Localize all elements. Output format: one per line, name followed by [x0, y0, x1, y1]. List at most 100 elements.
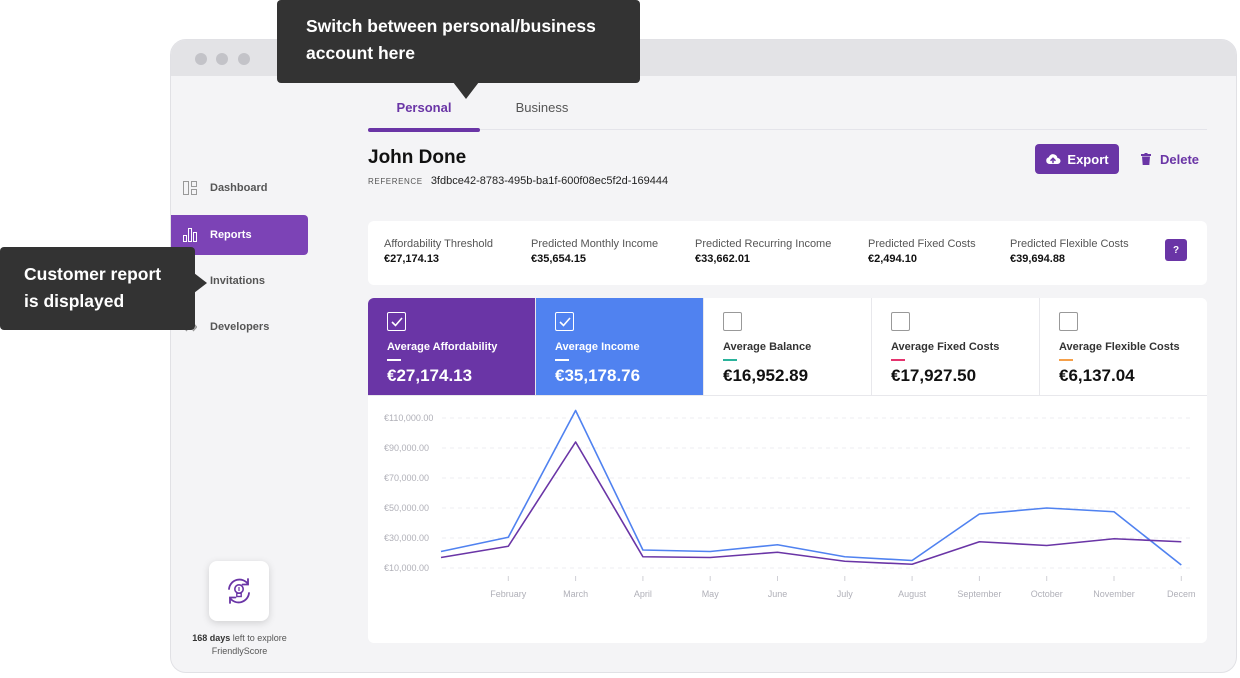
reference-value: 3fdbce42-8783-495b-ba1f-600f08ec5f2d-169… — [430, 175, 669, 187]
checkmark-icon — [558, 316, 571, 327]
stat-label: Predicted Recurring Income — [695, 238, 832, 250]
stat-value: €2,494.10 — [868, 253, 917, 265]
stat-predicted-fixed-costs: Predicted Fixed Costs €2,494.10 — [868, 238, 976, 265]
metric-average-flexible-costs[interactable]: Average Flexible Costs €6,137.04 — [1040, 298, 1207, 396]
window-control-dot[interactable] — [216, 53, 228, 65]
metric-average-fixed-costs[interactable]: Average Fixed Costs €17,927.50 — [872, 298, 1040, 396]
delete-label: Delete — [1160, 151, 1200, 167]
stat-value: €27,174.13 — [384, 253, 440, 265]
stat-value: €33,662.01 — [695, 253, 751, 265]
stat-label: Predicted Monthly Income — [531, 238, 659, 250]
window-control-dot[interactable] — [238, 53, 250, 65]
metric-color-line — [723, 359, 737, 361]
x-tick-label: Decem — [1167, 589, 1196, 599]
tab-personal[interactable]: Personal — [368, 84, 480, 132]
y-tick-label: €50,000.00 — [384, 503, 429, 513]
trial-product-name: FriendlyScore — [211, 646, 268, 656]
metric-checkbox[interactable] — [891, 312, 910, 331]
stat-label: Affordability Threshold — [384, 238, 494, 250]
metric-checkbox[interactable] — [555, 312, 574, 331]
stat-affordability-threshold: Affordability Threshold €27,174.13 — [384, 238, 493, 265]
x-tick-label: July — [837, 589, 854, 599]
lightbulb-refresh-icon — [228, 578, 250, 604]
bar-chart-icon — [183, 228, 197, 242]
metric-value: €27,174.13 — [387, 366, 473, 385]
metric-color-line — [891, 359, 905, 361]
metric-label: Average Income — [555, 341, 640, 353]
x-tick-label: November — [1093, 589, 1135, 599]
sidebar-item-label: Reports — [210, 229, 252, 241]
metric-checkbox[interactable] — [723, 312, 742, 331]
metric-value: €16,952.89 — [723, 366, 809, 385]
stat-label: Predicted Fixed Costs — [868, 238, 976, 250]
metric-label: Average Affordability — [387, 341, 498, 353]
tooltip-text: Switch between personal/business — [306, 16, 596, 36]
x-tick-label: June — [768, 589, 788, 599]
stat-value: €35,654.15 — [531, 253, 587, 265]
tooltip-text: Customer report — [24, 264, 162, 284]
tab-business[interactable]: Business — [515, 100, 569, 115]
sidebar-item-label: Dashboard — [210, 182, 268, 194]
trial-days-message: 168 days left to explore FriendlyScore — [171, 632, 308, 658]
sidebar-item-dashboard[interactable]: Dashboard — [171, 168, 308, 208]
reference-row: REFERENCE 3fdbce42-8783-495b-ba1f-600f08… — [368, 175, 668, 187]
tooltip-text: account here — [306, 43, 415, 63]
stat-predicted-recurring-income: Predicted Recurring Income €33,662.01 — [695, 238, 831, 265]
metric-value: €35,178.76 — [555, 366, 641, 385]
predictions-summary-card: Affordability Threshold €27,174.13 Predi… — [368, 221, 1207, 285]
metric-checkbox[interactable] — [387, 312, 406, 331]
y-tick-label: €110,000.00 — [384, 413, 433, 423]
metric-average-income[interactable]: Average Income €35,178.76 — [536, 298, 704, 396]
reference-label: REFERENCE — [368, 177, 423, 186]
line-chart: €110,000.00 €90,000.00 €70,000.00 €50,000.0… — [384, 409, 1196, 599]
metric-color-line — [1059, 359, 1073, 361]
x-tick-label: October — [1031, 589, 1063, 599]
metric-color-line — [555, 359, 569, 361]
metric-label: Average Flexible Costs — [1059, 341, 1180, 353]
metric-value: €17,927.50 — [891, 366, 977, 385]
checkmark-icon — [390, 316, 403, 327]
app-window: Personal Business John Done REFERENCE 3f… — [170, 39, 1237, 673]
metric-label: Average Balance — [723, 341, 812, 353]
stat-label: Predicted Flexible Costs — [1010, 238, 1129, 250]
customer-name: John Done — [368, 147, 467, 168]
metric-average-affordability[interactable]: Average Affordability €27,174.13 — [368, 298, 536, 396]
x-tick-label: August — [898, 589, 927, 599]
x-tick-label: April — [634, 589, 652, 599]
promo-box[interactable] — [209, 561, 269, 621]
export-label: Export — [1067, 151, 1109, 167]
tooltip-switch-account: Switch between personal/business account… — [277, 0, 640, 83]
x-tick-label: February — [490, 589, 527, 599]
y-tick-label: €10,000.00 — [384, 563, 429, 573]
x-tick-label: March — [563, 589, 588, 599]
tooltip-customer-report: Customer report is displayed — [0, 247, 195, 330]
account-type-tabs: Personal Business — [368, 84, 1207, 132]
chart-card: Average Affordability €27,174.13 Average… — [368, 298, 1207, 643]
trial-days-count: 168 days — [192, 633, 231, 643]
tooltip-arrow — [194, 273, 207, 293]
metric-average-balance[interactable]: Average Balance €16,952.89 — [704, 298, 872, 396]
trial-days-text: left to explore — [232, 633, 287, 643]
series-line — [440, 409, 1182, 566]
dashboard-icon — [183, 181, 197, 195]
tooltip-arrow — [453, 82, 479, 99]
metric-color-line — [387, 359, 401, 361]
stat-predicted-flexible-costs: Predicted Flexible Costs €39,694.88 — [1010, 238, 1129, 265]
metric-checkbox[interactable] — [1059, 312, 1078, 331]
series-line — [440, 441, 1182, 566]
y-tick-label: €30,000.00 — [384, 533, 429, 543]
metric-value: €6,137.04 — [1059, 366, 1135, 385]
stat-predicted-monthly-income: Predicted Monthly Income €35,654.15 — [531, 238, 658, 265]
x-tick-label: September — [957, 589, 1001, 599]
help-button[interactable]: ? — [1165, 239, 1187, 261]
cloud-upload-icon — [1046, 154, 1061, 164]
delete-button[interactable]: Delete — [1141, 144, 1199, 174]
sidebar-item-label: Invitations — [210, 275, 266, 287]
stat-value: €39,694.88 — [1010, 253, 1066, 265]
sidebar-item-label: Developers — [210, 321, 270, 333]
window-control-dot[interactable] — [195, 53, 207, 65]
trash-icon — [1141, 153, 1151, 165]
y-tick-label: €70,000.00 — [384, 473, 429, 483]
export-button[interactable]: Export — [1035, 144, 1119, 174]
metric-label: Average Fixed Costs — [891, 341, 1000, 353]
